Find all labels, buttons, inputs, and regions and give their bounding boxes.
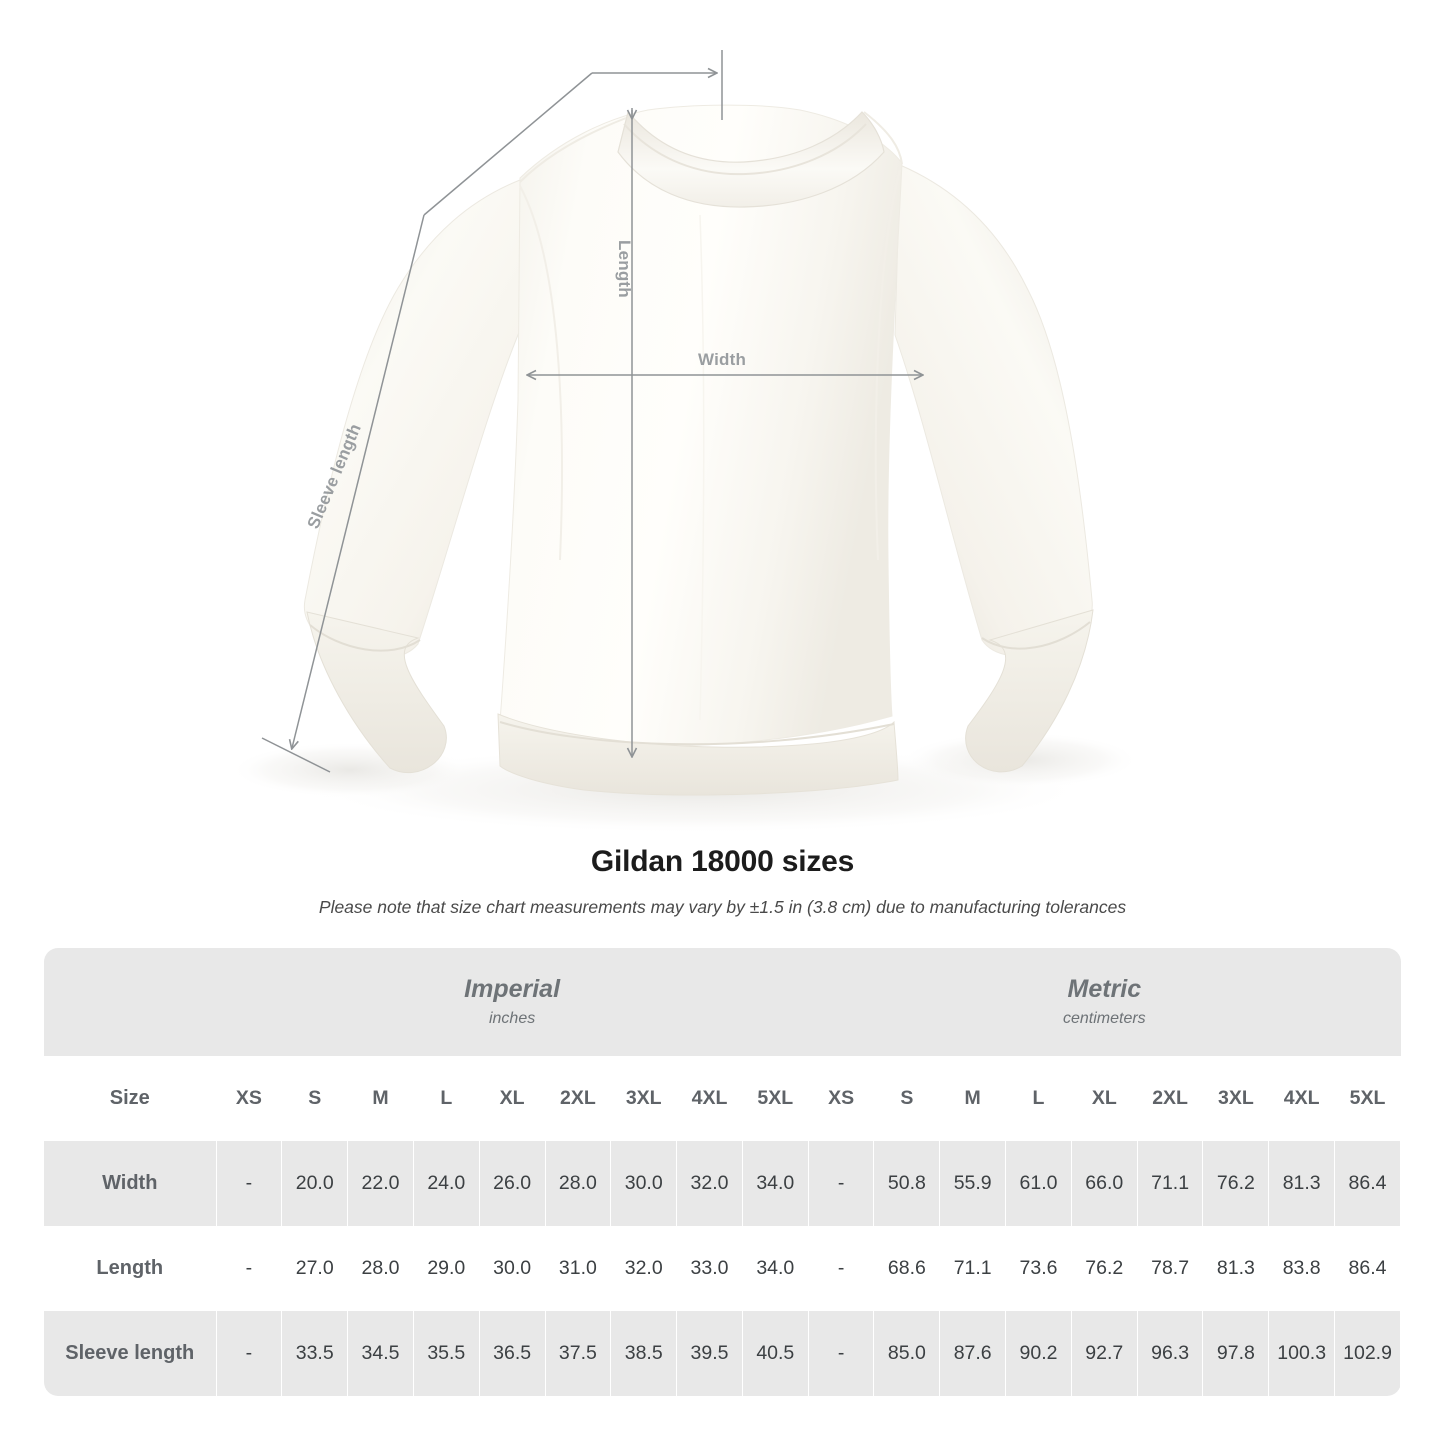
column-header-imperial-xs: XS — [215, 1056, 283, 1141]
cell-width-metric-5xl: 86.4 — [1334, 1141, 1401, 1226]
size-chart-table-wrapper: Imperial inches Metric centimeters Size X… — [44, 948, 1401, 1396]
table-header-row: Size XS S M L XL 2XL 3XL 4XL 5XL XS S M L XL 2XL 3XL 4XL 5… — [44, 1056, 1401, 1141]
row-label-length: Length — [44, 1226, 217, 1311]
metric-unit-header: Metric centimeters — [808, 948, 1401, 1056]
row-label-width: Width — [44, 1141, 217, 1226]
cell-sleeve-length-metric-s: 85.0 — [873, 1311, 941, 1396]
size-chart-body: Size XS S M L XL 2XL 3XL 4XL 5XL XS S M L XL 2XL 3XL 4XL 5… — [44, 1056, 1401, 1396]
cell-width-imperial-s: 20.0 — [281, 1141, 349, 1226]
column-header-imperial-m: M — [347, 1056, 414, 1141]
cell-length-metric-2xl: 78.7 — [1136, 1226, 1204, 1311]
cell-sleeve-length-metric-m: 87.6 — [939, 1311, 1007, 1396]
column-header-metric-5xl: 5XL — [1334, 1056, 1401, 1141]
cell-width-metric-l: 61.0 — [1005, 1141, 1072, 1226]
column-header-metric-3xl: 3XL — [1202, 1056, 1270, 1141]
column-header-metric-4xl: 4XL — [1268, 1056, 1336, 1141]
cell-length-metric-xs: - — [807, 1226, 875, 1311]
cell-sleeve-length-imperial-xs: - — [215, 1311, 283, 1396]
cell-sleeve-length-imperial-5xl: 40.5 — [741, 1311, 809, 1396]
cell-sleeve-length-metric-4xl: 100.3 — [1268, 1311, 1336, 1396]
cell-width-imperial-xl: 26.0 — [478, 1141, 546, 1226]
imperial-title: Imperial — [464, 974, 561, 1003]
cell-length-imperial-xl: 30.0 — [478, 1226, 546, 1311]
column-header-imperial-2xl: 2XL — [544, 1056, 612, 1141]
cell-length-imperial-xs: - — [215, 1226, 283, 1311]
cell-sleeve-length-metric-3xl: 97.8 — [1202, 1311, 1270, 1396]
column-header-imperial-xl: XL — [478, 1056, 546, 1141]
cell-length-metric-3xl: 81.3 — [1202, 1226, 1270, 1311]
column-header-metric-xs: XS — [807, 1056, 875, 1141]
cell-width-imperial-2xl: 28.0 — [544, 1141, 612, 1226]
column-header-imperial-3xl: 3XL — [610, 1056, 678, 1141]
garment-illustration — [230, 50, 1140, 834]
cell-sleeve-length-metric-xs: - — [807, 1311, 875, 1396]
tolerance-note: Please note that size chart measurements… — [318, 897, 1127, 917]
cell-width-imperial-5xl: 34.0 — [741, 1141, 809, 1226]
cell-length-metric-s: 68.6 — [873, 1226, 941, 1311]
cell-length-imperial-l: 29.0 — [412, 1226, 480, 1311]
cell-length-imperial-4xl: 33.0 — [676, 1226, 743, 1311]
column-header-imperial-5xl: 5XL — [741, 1056, 809, 1141]
imperial-subtitle: inches — [488, 1010, 536, 1028]
column-header-metric-xl: XL — [1070, 1056, 1138, 1141]
cell-width-metric-2xl: 71.1 — [1136, 1141, 1204, 1226]
garment-diagram: Length Width Sleeve length — [230, 50, 1140, 834]
imperial-unit-header: Imperial inches — [216, 948, 809, 1056]
cell-length-imperial-s: 27.0 — [281, 1226, 349, 1311]
column-header-imperial-l: L — [412, 1056, 480, 1141]
cell-length-metric-xl: 76.2 — [1070, 1226, 1138, 1311]
cell-sleeve-length-imperial-4xl: 39.5 — [676, 1311, 743, 1396]
table-row: Length -27.0 28.0 29.0 30.0 31.0 32.0 33.0 34.0-… — [44, 1226, 1401, 1311]
column-header-size: Size — [44, 1056, 217, 1141]
table-row: Sleeve length -33.5 34.5 35.5 36.5 37.5 38.5 39… — [44, 1311, 1401, 1396]
table-row: Width -20.0 22.0 24.0 26.0 28.0 30.0 32.0 34.0-5… — [44, 1141, 1401, 1226]
column-header-metric-l: L — [1005, 1056, 1072, 1141]
cell-length-imperial-3xl: 32.0 — [610, 1226, 678, 1311]
cell-length-metric-4xl: 83.8 — [1268, 1226, 1336, 1311]
cell-sleeve-length-metric-xl: 92.7 — [1070, 1311, 1138, 1396]
column-header-metric-m: M — [939, 1056, 1007, 1141]
title-block: Gildan 18000 sizes Please note that size… — [0, 845, 1445, 918]
length-dimension-label: Length — [615, 240, 634, 298]
cell-width-metric-s: 50.8 — [873, 1141, 941, 1226]
column-header-imperial-4xl: 4XL — [676, 1056, 743, 1141]
column-header-imperial-s: S — [281, 1056, 349, 1141]
cell-length-metric-5xl: 86.4 — [1334, 1226, 1401, 1311]
cell-width-metric-xs: - — [807, 1141, 875, 1226]
cell-length-imperial-5xl: 34.0 — [741, 1226, 809, 1311]
cell-width-imperial-4xl: 32.0 — [676, 1141, 743, 1226]
cell-width-imperial-3xl: 30.0 — [610, 1141, 678, 1226]
size-chart-table: Imperial inches Metric centimeters Size X… — [44, 948, 1401, 1396]
cell-length-imperial-2xl: 31.0 — [544, 1226, 612, 1311]
cell-length-imperial-m: 28.0 — [347, 1226, 414, 1311]
row-label-sleeve-length: Sleeve length — [44, 1311, 217, 1396]
page-title: Gildan 18000 sizes — [590, 845, 855, 878]
cell-sleeve-length-metric-2xl: 96.3 — [1136, 1311, 1204, 1396]
metric-subtitle: centimeters — [1062, 1010, 1146, 1028]
cell-sleeve-length-metric-5xl: 102.9 — [1334, 1311, 1401, 1396]
cell-sleeve-length-imperial-3xl: 38.5 — [610, 1311, 678, 1396]
cell-sleeve-length-metric-l: 90.2 — [1005, 1311, 1072, 1396]
cell-width-metric-4xl: 81.3 — [1268, 1141, 1336, 1226]
cell-width-imperial-l: 24.0 — [412, 1141, 480, 1226]
column-header-metric-2xl: 2XL — [1136, 1056, 1204, 1141]
cell-width-imperial-xs: - — [215, 1141, 283, 1226]
unit-header-spacer — [44, 948, 217, 1056]
cell-length-metric-l: 73.6 — [1005, 1226, 1072, 1311]
cell-width-metric-m: 55.9 — [939, 1141, 1007, 1226]
cell-sleeve-length-imperial-l: 35.5 — [412, 1311, 480, 1396]
cell-length-metric-m: 71.1 — [939, 1226, 1007, 1311]
cell-sleeve-length-imperial-s: 33.5 — [281, 1311, 349, 1396]
cell-width-imperial-m: 22.0 — [347, 1141, 414, 1226]
cell-width-metric-3xl: 76.2 — [1202, 1141, 1270, 1226]
width-dimension-label: Width — [698, 350, 747, 369]
unit-system-header-row: Imperial inches Metric centimeters — [44, 948, 1401, 1056]
column-header-metric-s: S — [873, 1056, 941, 1141]
metric-title: Metric — [1067, 974, 1142, 1003]
cell-sleeve-length-imperial-xl: 36.5 — [478, 1311, 546, 1396]
cell-sleeve-length-imperial-m: 34.5 — [347, 1311, 414, 1396]
cell-sleeve-length-imperial-2xl: 37.5 — [544, 1311, 612, 1396]
cell-width-metric-xl: 66.0 — [1070, 1141, 1138, 1226]
